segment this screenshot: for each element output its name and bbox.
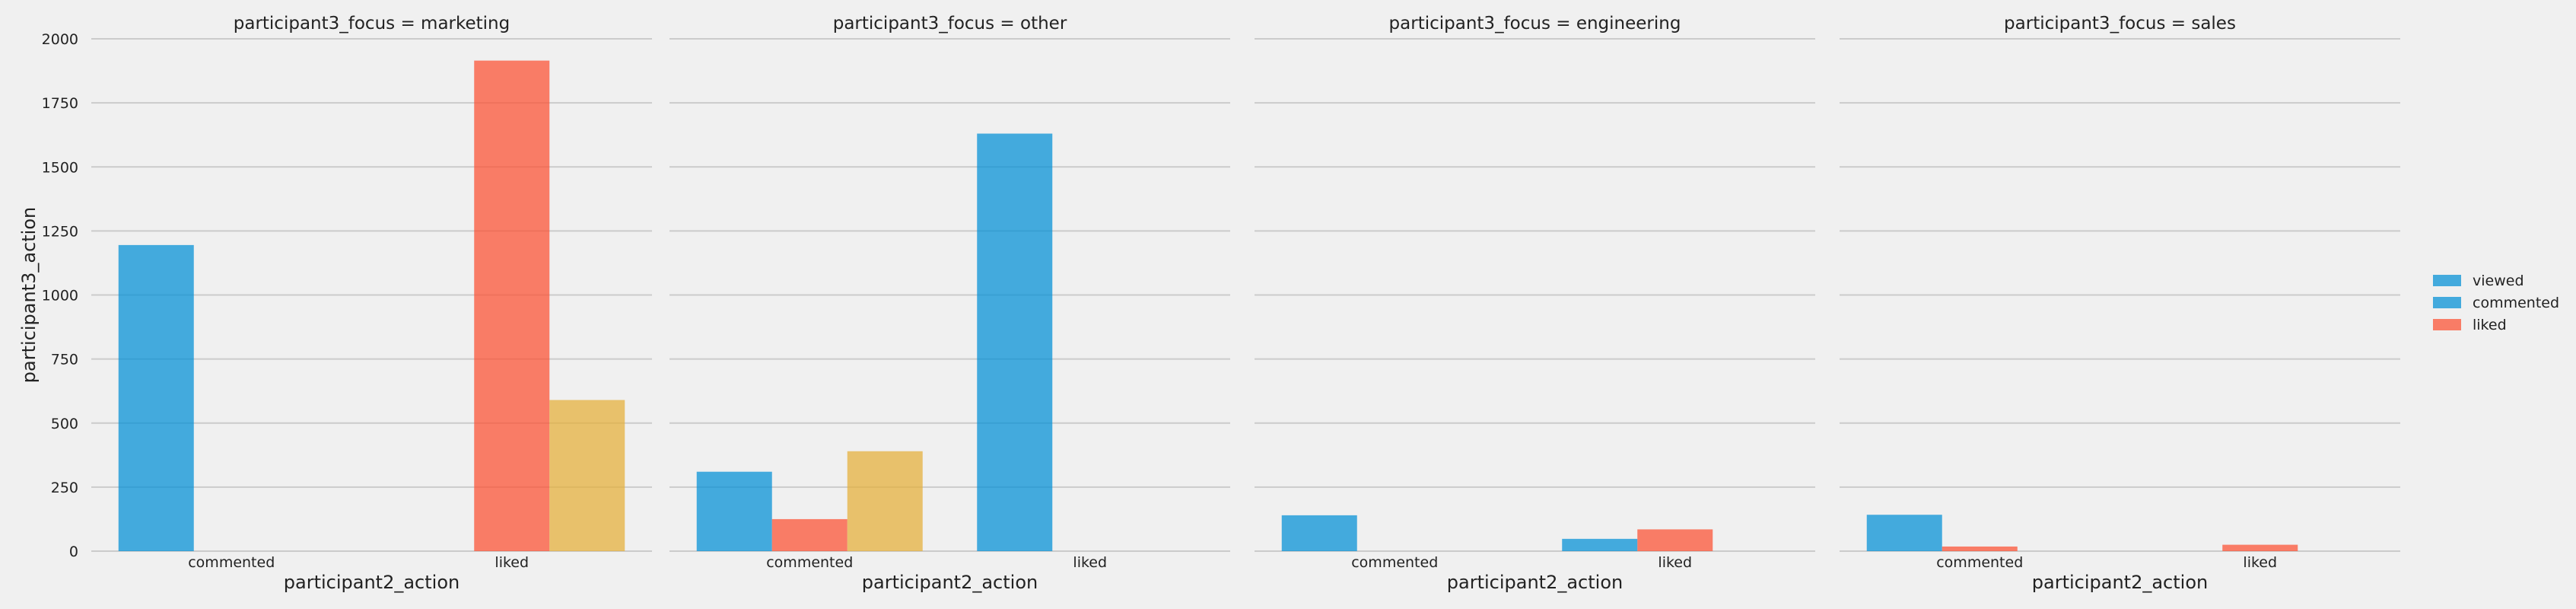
y-tick-label: 1500 xyxy=(42,159,78,176)
y-tick-label: 1250 xyxy=(42,223,78,240)
y-axis-label: participant3_action xyxy=(18,207,40,383)
bar xyxy=(1281,515,1357,551)
bar xyxy=(1866,515,1942,551)
bar xyxy=(696,471,772,551)
legend-item-commented: commented xyxy=(2433,295,2559,311)
y-tick-label: 500 xyxy=(51,416,78,432)
bar xyxy=(1942,546,2018,551)
panel-0: participant3_focus = marketing commented l… xyxy=(18,14,652,593)
legend-item-liked: liked xyxy=(2433,317,2507,333)
panel-title: participant3_focus = other xyxy=(833,14,1067,33)
legend-label: liked xyxy=(2473,317,2507,333)
panels-layer: participant3_focus = marketing commented l… xyxy=(18,14,2400,593)
x-axis-label: participant2_action xyxy=(2032,572,2208,593)
legend: viewed commented liked xyxy=(2433,273,2559,333)
y-tick-label: 250 xyxy=(51,480,78,496)
x-axis-label: participant2_action xyxy=(284,572,460,593)
legend-swatch xyxy=(2433,297,2461,308)
legend-label: viewed xyxy=(2473,273,2524,289)
bar xyxy=(474,60,550,552)
y-tick-label: 0 xyxy=(69,544,78,560)
panel-3: participant3_focus = sales commented liked… xyxy=(1840,14,2400,593)
legend-label: commented xyxy=(2473,295,2559,311)
y-tick-label: 2000 xyxy=(42,31,78,48)
panel-1: participant3_focus = other commented liked… xyxy=(669,14,1230,593)
panel-2: participant3_focus = engineering commente… xyxy=(1255,14,1815,593)
bar xyxy=(549,400,625,551)
bar xyxy=(1562,538,1638,551)
panel-title: participant3_focus = engineering xyxy=(1389,14,1681,33)
y-tick-label: 1750 xyxy=(42,95,78,112)
bar xyxy=(2222,544,2298,551)
x-axis-label: participant2_action xyxy=(862,572,1038,593)
bar xyxy=(771,518,848,551)
x-tick-label: liked xyxy=(495,554,529,571)
x-tick-label: commented xyxy=(188,554,275,571)
bar xyxy=(118,244,194,551)
x-axis-label: participant2_action xyxy=(1447,572,1623,593)
panel-title: participant3_focus = marketing xyxy=(234,14,510,33)
bar xyxy=(1637,529,1713,551)
y-tick-label: 1000 xyxy=(42,288,78,304)
legend-swatch xyxy=(2433,319,2461,330)
y-tick-label: 750 xyxy=(51,352,78,368)
legend-swatch xyxy=(2433,275,2461,286)
x-tick-label: liked xyxy=(1658,554,1692,571)
x-tick-label: liked xyxy=(2243,554,2277,571)
bar xyxy=(847,451,923,551)
panel-title: participant3_focus = sales xyxy=(2004,14,2236,33)
x-tick-label: liked xyxy=(1073,554,1107,571)
legend-item-viewed: viewed xyxy=(2433,273,2524,289)
bar xyxy=(977,133,1053,551)
x-tick-label: commented xyxy=(1936,554,2023,571)
x-tick-label: commented xyxy=(766,554,853,571)
x-tick-label: commented xyxy=(1351,554,1438,571)
